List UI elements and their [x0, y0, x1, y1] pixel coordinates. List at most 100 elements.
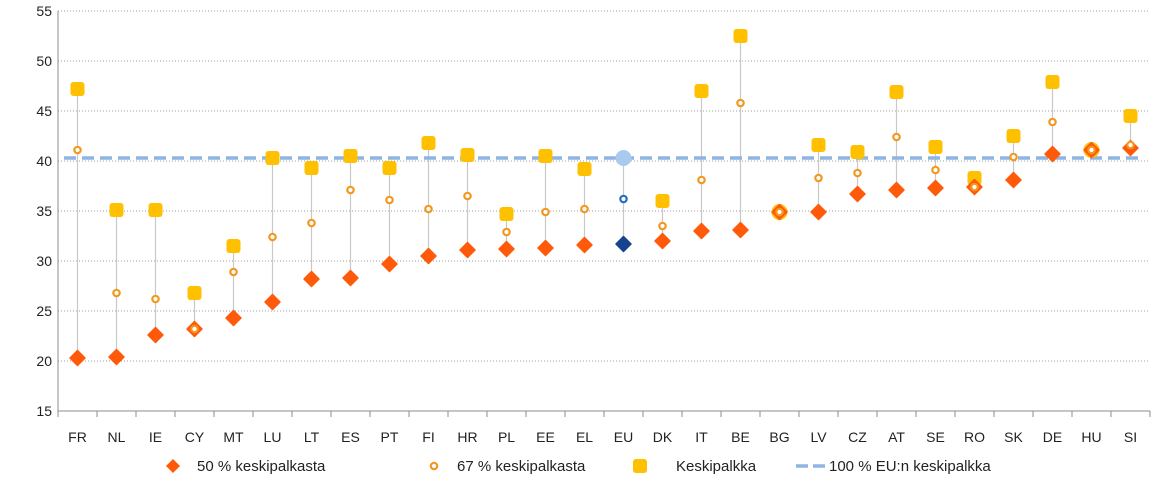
x-tick-label-RO: RO — [964, 429, 985, 445]
range-connectors — [76, 36, 1132, 358]
mark-mean-FR — [70, 82, 85, 96]
mark-mean-IT — [694, 84, 709, 98]
y-axis: 15 20 25 30 35 40 45 50 55 — [36, 3, 59, 419]
mark-67pct-LU — [268, 232, 277, 242]
x-tick-label-EL: EL — [576, 429, 593, 445]
mark-mean-DK — [655, 194, 670, 208]
mark-67pct-EL — [580, 204, 589, 214]
x-axis: FR NL IE CY MT LU LT ES PT FI HR PL EE EL EU DK IT BE BG LV… — [57, 410, 1151, 445]
x-tick-label-SK: SK — [1004, 429, 1023, 445]
legend-label-67pct: 67 % keskipalkasta — [457, 458, 586, 475]
mark-50pct-AT — [888, 181, 905, 199]
x-tick-label-EU: EU — [614, 429, 633, 445]
mark-50pct-PT — [381, 255, 398, 273]
mark-mean-CZ — [850, 145, 865, 159]
mark-mean-MT — [226, 239, 241, 253]
x-tick-label-BE: BE — [731, 429, 750, 445]
mark-67pct-ES — [346, 185, 355, 195]
mark-67pct-BE — [736, 98, 745, 108]
y-tick-label-30: 30 — [36, 253, 52, 269]
x-tick-label-LT: LT — [304, 429, 320, 445]
mark-mean-LT — [304, 161, 319, 175]
mark-67pct-MT — [229, 267, 238, 277]
legend-marker-50pct — [166, 459, 180, 473]
mark-67pct-EU — [619, 194, 628, 204]
x-tick-label-DK: DK — [653, 429, 673, 445]
mark-67pct-HU — [1087, 145, 1096, 155]
mark-50pct-PL — [498, 240, 515, 258]
x-tick-label-SE: SE — [926, 429, 945, 445]
x-tick-label-CY: CY — [185, 429, 205, 445]
mark-67pct-DE — [1048, 117, 1057, 127]
legend-label-reference: 100 % EU:n keskipalkka — [829, 458, 991, 475]
y-tick-label-45: 45 — [36, 103, 52, 119]
mark-50pct-LU — [264, 293, 281, 311]
x-tick-label-LV: LV — [810, 429, 827, 445]
x-tick-label-CZ: CZ — [848, 429, 867, 445]
x-tick-label-PT: PT — [381, 429, 399, 445]
x-tick-label-AT: AT — [888, 429, 905, 445]
mark-67pct-LV — [814, 173, 823, 183]
y-tick-label-40: 40 — [36, 153, 52, 169]
mark-mean-NL — [109, 203, 124, 217]
mark-67pct-BG — [775, 207, 784, 217]
mark-mean-EE — [538, 149, 553, 163]
mark-67pct-DK — [658, 221, 667, 231]
mark-67pct-PT — [385, 195, 394, 205]
mark-67pct-FR — [73, 145, 82, 155]
mark-mean-FI — [421, 136, 436, 150]
x-tick-label-LU: LU — [264, 429, 282, 445]
mark-mean-SK — [1006, 129, 1021, 143]
data-marks — [69, 29, 1139, 367]
mark-50pct-BE — [732, 221, 749, 239]
mark-67pct-CZ — [853, 168, 862, 178]
mark-mean-PT — [382, 161, 397, 175]
mark-mean-SE — [928, 140, 943, 154]
x-tick-label-MT: MT — [223, 429, 244, 445]
mark-50pct-SK — [1005, 171, 1022, 189]
x-tick-label-FI: FI — [422, 429, 434, 445]
mark-50pct-DE — [1044, 145, 1061, 163]
x-tick-label-EE: EE — [536, 429, 555, 445]
y-tick-label-50: 50 — [36, 53, 52, 69]
y-tick-label-15: 15 — [36, 403, 52, 419]
x-tick-label-DE: DE — [1043, 429, 1062, 445]
mark-mean-LU — [265, 151, 280, 165]
mark-67pct-NL — [112, 288, 121, 298]
legend-label-mean: Keskipalkka — [676, 458, 757, 475]
legend-label-50pct: 50 % keskipalkasta — [197, 458, 326, 475]
mark-67pct-HR — [463, 191, 472, 201]
y-tick-label-25: 25 — [36, 303, 52, 319]
mark-50pct-CZ — [849, 185, 866, 203]
legend: 50 % keskipalkasta 67 % keskipalkasta Kesk… — [166, 458, 991, 475]
mark-50pct-LT — [303, 270, 320, 288]
x-tick-label-HU: HU — [1081, 429, 1101, 445]
mark-67pct-PL — [502, 227, 511, 237]
y-tick-label-20: 20 — [36, 353, 52, 369]
mark-67pct-LT — [307, 218, 316, 228]
mark-mean-AT — [889, 85, 904, 99]
x-tick-label-SI: SI — [1124, 429, 1137, 445]
mark-mean-EU — [615, 150, 632, 166]
mark-50pct-ES — [342, 269, 359, 287]
mark-mean-BE — [733, 29, 748, 43]
mark-67pct-SK — [1009, 152, 1018, 162]
mark-50pct-SE — [927, 179, 944, 197]
x-tick-label-ES: ES — [341, 429, 360, 445]
mark-mean-EL — [577, 162, 592, 176]
y-tick-label-35: 35 — [36, 203, 52, 219]
x-tick-label-IE: IE — [149, 429, 162, 445]
mark-mean-IE — [148, 203, 163, 217]
mark-67pct-AT — [892, 132, 901, 142]
mark-50pct-IT — [693, 222, 710, 240]
mark-50pct-IE — [147, 326, 164, 344]
x-tick-label-FR: FR — [68, 429, 87, 445]
mark-67pct-EE — [541, 207, 550, 217]
y-tick-label-55: 55 — [36, 3, 52, 19]
mark-50pct-EE — [537, 239, 554, 257]
mark-50pct-FR — [69, 349, 86, 367]
mark-50pct-EL — [576, 236, 593, 254]
mark-67pct-SI — [1126, 140, 1135, 150]
mark-50pct-HR — [459, 241, 476, 259]
